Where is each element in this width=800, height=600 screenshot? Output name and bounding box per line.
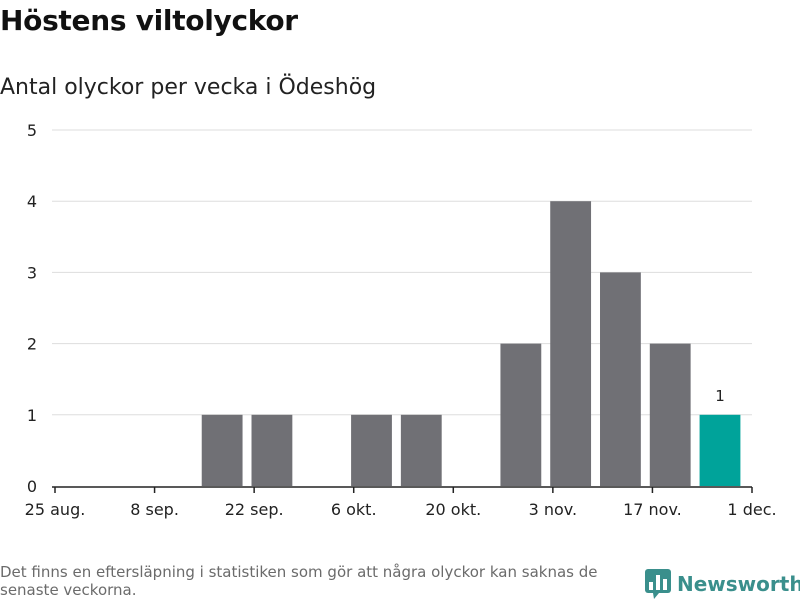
bar — [649, 343, 691, 486]
x-tick-label: 20 okt. — [425, 500, 481, 519]
bar — [600, 272, 641, 486]
data-labels: 1 — [715, 387, 725, 405]
y-tick-label: 2 — [27, 335, 37, 354]
footnote: Det finns en eftersläpning i statistiken… — [0, 563, 598, 599]
chart-title: Höstens viltolyckor — [0, 4, 298, 37]
y-tick-label: 0 — [27, 477, 37, 496]
brand-logo[interactable]: Newsworthy — [645, 568, 800, 600]
bar — [500, 343, 542, 486]
x-axis: 25 aug. 8 sep. 22 sep. 6 okt. 20 okt. 3 nov. 1… — [25, 486, 777, 519]
bar — [400, 414, 442, 486]
brand-name: Newsworthy — [677, 572, 800, 596]
y-tick-label: 5 — [27, 121, 37, 140]
x-tick-label: 17 nov. — [623, 500, 682, 519]
bar — [351, 414, 392, 486]
x-tick-label: 1 dec. — [727, 500, 776, 519]
y-tick-label: 1 — [27, 406, 37, 425]
bar-highlighted — [699, 414, 741, 486]
y-tick-label: 3 — [27, 263, 37, 282]
bars — [201, 201, 741, 486]
y-tick-label: 4 — [27, 192, 37, 211]
bar-chart-icon — [645, 569, 671, 599]
data-label: 1 — [715, 387, 725, 405]
x-tick-label: 8 sep. — [130, 500, 179, 519]
x-tick-label: 22 sep. — [225, 500, 284, 519]
gridlines — [52, 129, 752, 416]
x-tick-label: 3 nov. — [529, 500, 578, 519]
y-axis: 0 1 2 3 4 5 — [27, 121, 37, 496]
bar — [251, 414, 293, 486]
bar — [550, 201, 592, 486]
chart-subtitle: Antal olyckor per vecka i Ödeshög — [0, 75, 377, 100]
x-tick-label: 6 okt. — [331, 500, 377, 519]
bar-chart: 0 1 2 3 4 5 25 aug. 8 sep. 22 sep. 6 okt. 20 okt.… — [25, 121, 777, 519]
bar — [201, 414, 243, 486]
x-tick-label: 25 aug. — [25, 500, 86, 519]
